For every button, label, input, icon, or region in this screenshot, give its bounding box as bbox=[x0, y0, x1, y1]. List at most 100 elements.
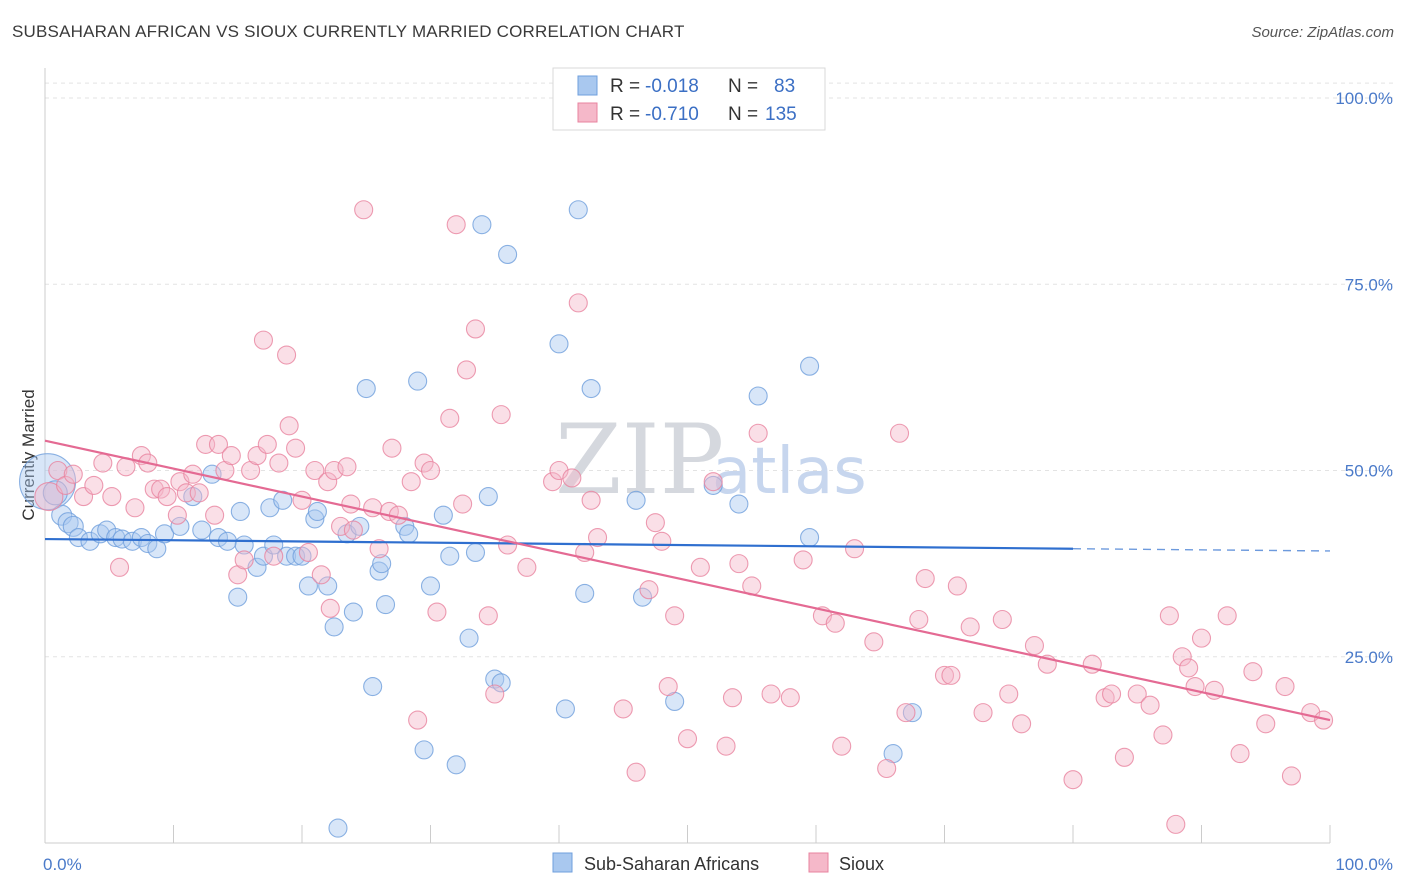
sioux-point bbox=[221, 446, 241, 466]
sioux-point bbox=[1095, 688, 1115, 708]
legend-swatch-subsaharan bbox=[577, 75, 598, 96]
sioux-point bbox=[960, 617, 980, 637]
subsaharan-point bbox=[459, 628, 479, 648]
sioux-point bbox=[109, 557, 130, 577]
sioux-point bbox=[761, 684, 781, 704]
sioux-point bbox=[286, 438, 306, 458]
sioux-point bbox=[877, 758, 897, 779]
subsaharan-point bbox=[399, 524, 419, 544]
sioux-point bbox=[382, 438, 402, 458]
sioux-point bbox=[167, 505, 187, 525]
sioux-point bbox=[491, 405, 511, 425]
legend-bottom-label-subsaharan: Sub-Saharan Africans bbox=[584, 854, 759, 874]
sioux-point bbox=[354, 200, 374, 220]
sioux-point bbox=[562, 468, 582, 488]
legend-r-value-1: -0.710 bbox=[645, 104, 699, 125]
watermark: ZIP atlas bbox=[555, 404, 867, 516]
legend-top: R = -0.018 N = 83 R = -0.710 N = 135 bbox=[552, 67, 826, 131]
sioux-point bbox=[864, 632, 884, 652]
subsaharan-point bbox=[568, 200, 588, 220]
sioux-point bbox=[889, 423, 910, 443]
sioux-point bbox=[626, 762, 646, 782]
sioux-point bbox=[465, 319, 486, 339]
sioux-point bbox=[581, 490, 601, 510]
sioux-point bbox=[34, 482, 64, 512]
sioux-point bbox=[440, 408, 460, 428]
axes bbox=[44, 68, 1331, 844]
sioux-point bbox=[1012, 714, 1032, 734]
legend-bottom-swatch-sioux bbox=[808, 852, 829, 873]
subsaharan-trend-extension bbox=[1072, 548, 1331, 552]
sioux-point bbox=[1179, 658, 1199, 678]
sioux-point bbox=[320, 598, 340, 618]
sioux-point bbox=[343, 520, 363, 540]
sioux-point bbox=[408, 710, 428, 730]
sioux-point bbox=[909, 609, 929, 630]
sioux-point bbox=[915, 568, 935, 589]
series-subsaharan-points bbox=[19, 200, 922, 838]
sioux-point bbox=[517, 557, 537, 577]
subsaharan-point bbox=[626, 490, 646, 510]
y-tick-label-50: 50.0% bbox=[1345, 462, 1393, 481]
sioux-point bbox=[311, 565, 331, 585]
legend-n-value-0: 83 bbox=[774, 76, 795, 97]
subsaharan-point bbox=[369, 561, 389, 581]
sioux-point bbox=[324, 460, 344, 481]
subsaharan-point bbox=[42, 480, 68, 506]
subsaharan-point bbox=[318, 576, 338, 596]
sioux-point bbox=[157, 487, 177, 507]
sioux-point bbox=[63, 464, 83, 484]
sioux-point bbox=[896, 703, 916, 723]
subsaharan-point bbox=[324, 617, 344, 637]
sioux-point bbox=[703, 472, 723, 492]
sioux-point bbox=[1275, 676, 1295, 697]
sioux-point bbox=[1314, 710, 1334, 730]
y-tick-label-25: 25.0% bbox=[1345, 648, 1393, 667]
sioux-point bbox=[1256, 714, 1276, 734]
chart-source: Source: ZipAtlas.com bbox=[1251, 24, 1394, 41]
chart-title: SUBSAHARAN AFRICAN VS SIOUX CURRENTLY MA… bbox=[12, 22, 685, 41]
sioux-point bbox=[330, 516, 351, 536]
sioux-point bbox=[498, 535, 518, 555]
sioux-point bbox=[369, 539, 389, 559]
sioux-point bbox=[568, 293, 588, 313]
sioux-point bbox=[780, 688, 800, 708]
subsaharan-point bbox=[446, 755, 466, 775]
watermark-atlas: atlas bbox=[712, 435, 867, 509]
legend-r-value-0: -0.018 bbox=[645, 76, 699, 97]
sioux-point bbox=[941, 665, 961, 685]
sioux-point bbox=[453, 494, 473, 514]
subsaharan-point bbox=[80, 531, 100, 551]
subsaharan-point bbox=[372, 554, 392, 574]
sioux-point bbox=[269, 453, 289, 473]
y-axis-label: Currently Married bbox=[19, 389, 38, 520]
subsaharan-point bbox=[90, 524, 110, 544]
sioux-point bbox=[478, 606, 498, 626]
subsaharan-point bbox=[230, 501, 250, 522]
subsaharan-point bbox=[748, 386, 768, 406]
subsaharan-point bbox=[192, 520, 212, 540]
subsaharan-point bbox=[298, 576, 318, 596]
subsaharan-point bbox=[307, 501, 327, 522]
sioux-point bbox=[1127, 684, 1147, 704]
tick-labels: 25.0% 50.0% 75.0% 100.0% 0.0% 100.0% bbox=[43, 89, 1393, 874]
legend-n-value-1: 135 bbox=[765, 104, 797, 125]
y-tick-label-100: 100.0% bbox=[1335, 89, 1393, 108]
subsaharan-point bbox=[472, 215, 492, 235]
sioux-point bbox=[658, 676, 678, 697]
sioux-point bbox=[825, 613, 845, 633]
sioux-point bbox=[56, 475, 76, 495]
sioux-point bbox=[208, 434, 229, 454]
subsaharan-point bbox=[491, 673, 511, 693]
legend-bottom: Sub-Saharan Africans Sioux bbox=[552, 852, 884, 874]
legend-n-label-0: N = bbox=[728, 76, 758, 97]
legend-r-label-0: R = bbox=[610, 76, 640, 97]
sioux-point bbox=[253, 330, 274, 350]
sioux-point bbox=[427, 602, 447, 622]
sioux-point bbox=[1153, 725, 1173, 745]
sioux-point bbox=[1140, 695, 1160, 715]
sioux-point bbox=[341, 494, 361, 514]
subsaharan-point bbox=[440, 546, 460, 566]
sioux-point bbox=[456, 360, 477, 380]
sioux-point bbox=[48, 460, 68, 481]
